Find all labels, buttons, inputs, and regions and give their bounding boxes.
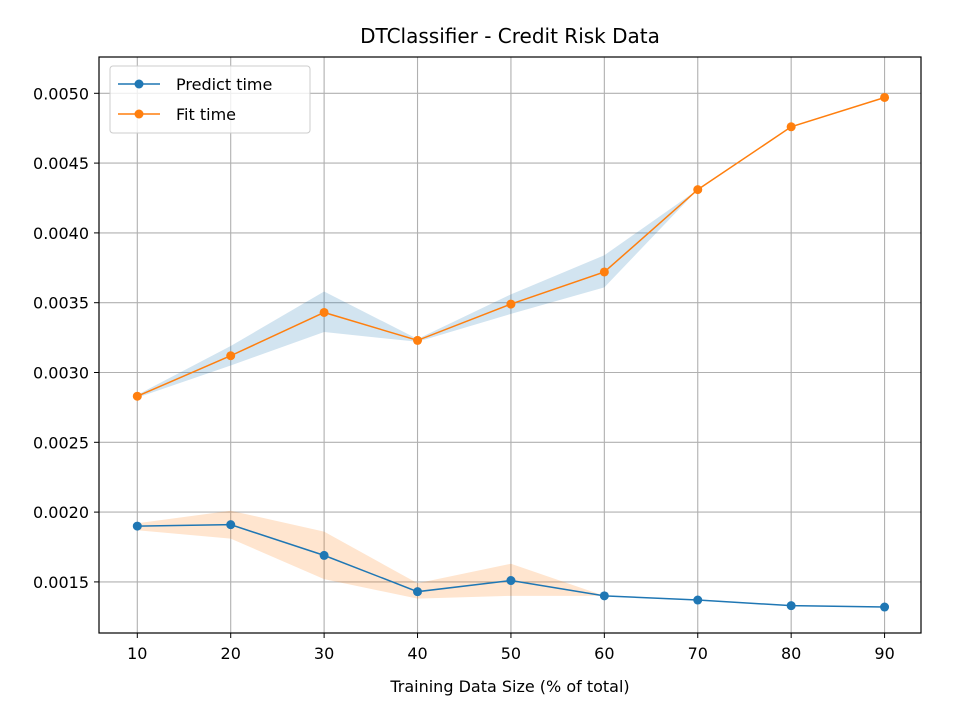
predict-time-point	[226, 520, 236, 530]
y-tick-label: 0.0040	[33, 224, 89, 243]
legend-marker-predict	[134, 79, 144, 89]
fit-time-point	[786, 122, 796, 132]
predict-time-band	[137, 510, 885, 608]
fit-time-point	[693, 185, 703, 195]
predict-time-point	[413, 587, 423, 597]
x-tick-label: 80	[781, 644, 801, 663]
legend-marker-fit	[134, 109, 144, 119]
y-tick-label: 0.0030	[33, 364, 89, 383]
x-tick-label: 40	[407, 644, 427, 663]
fit-time-point	[319, 307, 329, 317]
fit-time-band	[137, 97, 885, 398]
y-tick-label: 0.0015	[33, 573, 89, 592]
fit-time-point	[413, 335, 423, 345]
x-axis-label: Training Data Size (% of total)	[389, 677, 629, 696]
x-tick-label: 70	[688, 644, 708, 663]
predict-time-point	[880, 602, 890, 612]
y-tick-label: 0.0025	[33, 433, 89, 452]
series-lines	[132, 92, 890, 612]
legend: Predict time Fit time	[109, 65, 311, 134]
x-tick-label: 60	[594, 644, 614, 663]
fit-time-point	[132, 391, 142, 401]
predict-time-point	[132, 521, 142, 531]
legend-label-predict: Predict time	[176, 75, 272, 94]
predict-time-point	[693, 595, 703, 605]
fit-time-point	[599, 267, 609, 277]
predict-time-point	[786, 601, 796, 611]
fit-time-point	[506, 299, 516, 309]
fit-time-point	[226, 351, 236, 361]
legend-box	[109, 65, 311, 134]
chart-title: DTClassifier - Credit Risk Data	[360, 24, 660, 48]
plot-frame	[98, 56, 922, 634]
y-tick-label: 0.0050	[33, 84, 89, 103]
y-tick-label: 0.0035	[33, 294, 89, 313]
y-tick-label: 0.0045	[33, 154, 89, 173]
x-tick-label: 30	[314, 644, 334, 663]
x-tick-label: 50	[501, 644, 521, 663]
confidence-bands	[137, 97, 885, 608]
predict-time-point	[506, 576, 516, 586]
predict-time-point	[599, 591, 609, 601]
fit-time-point	[880, 92, 890, 102]
x-tick-label: 20	[221, 644, 241, 663]
legend-label-fit: Fit time	[176, 105, 236, 124]
axis-ticks: 10 20 30 40 50 60 70 80 90 0.0015 0.0020 0.0025 0.00…	[33, 84, 895, 663]
predict-time-point	[319, 550, 329, 560]
x-tick-label: 90	[874, 644, 894, 663]
y-tick-label: 0.0020	[33, 503, 89, 522]
x-tick-label: 10	[127, 644, 147, 663]
